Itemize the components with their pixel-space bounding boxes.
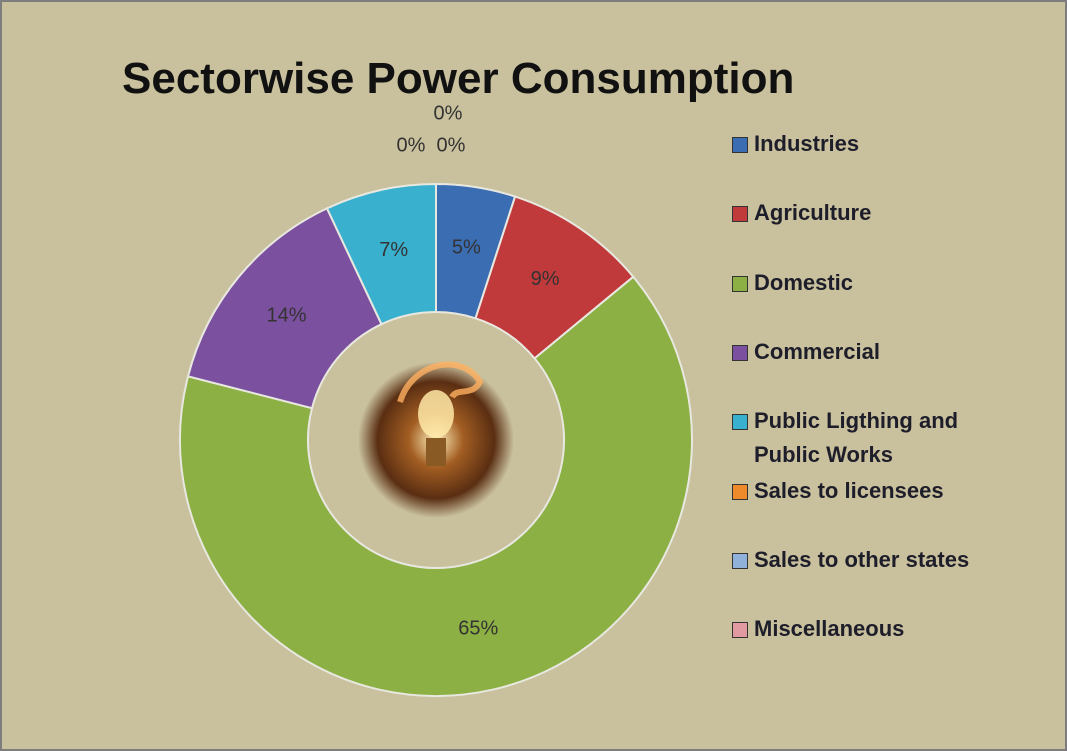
legend-label: Commercial xyxy=(754,338,880,364)
legend-item: Commercial xyxy=(732,335,1002,369)
legend-swatch xyxy=(732,483,748,500)
value-label: 14% xyxy=(267,305,307,327)
value-label: 9% xyxy=(531,268,560,290)
legend-item: Miscellaneous xyxy=(732,612,1002,646)
legend-label: Industries xyxy=(754,131,860,156)
legend-item: Industries xyxy=(732,127,1002,161)
legend-item: Public Ligthing and Public Works xyxy=(732,404,1002,472)
bulb-glass xyxy=(418,390,454,438)
legend-item: Sales to other states xyxy=(732,543,1002,577)
legend-swatch xyxy=(732,552,748,569)
legend-swatch xyxy=(732,275,748,292)
slice xyxy=(179,275,693,697)
value-label: 5% xyxy=(452,237,481,259)
legend-label: Public Ligthing and Public Works xyxy=(754,408,959,468)
legend-item: Domestic xyxy=(732,266,1002,300)
legend-label: Sales to other states xyxy=(754,546,970,572)
legend-item: Agriculture xyxy=(732,196,1002,230)
value-label: 0% xyxy=(437,134,466,156)
value-label: 0% xyxy=(434,102,463,124)
legend-swatch xyxy=(732,344,748,361)
legend-swatch xyxy=(732,206,748,223)
slices xyxy=(179,182,693,697)
legend-label: Sales to licensees xyxy=(754,477,944,503)
labels: 5% 9% 65% 14% 7% 0% 0% 0% xyxy=(267,102,560,639)
legend-swatch xyxy=(732,622,748,639)
slice xyxy=(186,207,383,410)
legend-swatch xyxy=(732,414,748,431)
legend-item: Sales to licensees xyxy=(732,474,1002,508)
hand xyxy=(397,361,484,403)
legend-label: Miscellaneous xyxy=(754,616,905,642)
legend-label: Domestic xyxy=(754,269,854,295)
legend-swatch xyxy=(732,137,748,153)
value-label: 7% xyxy=(379,239,408,261)
chart-title: Sectorwise Power Consumption xyxy=(122,54,795,103)
legend-label: Agriculture xyxy=(754,200,872,226)
value-label: 65% xyxy=(458,618,498,640)
value-label: 0% xyxy=(397,134,426,156)
bulb-base xyxy=(426,438,446,466)
